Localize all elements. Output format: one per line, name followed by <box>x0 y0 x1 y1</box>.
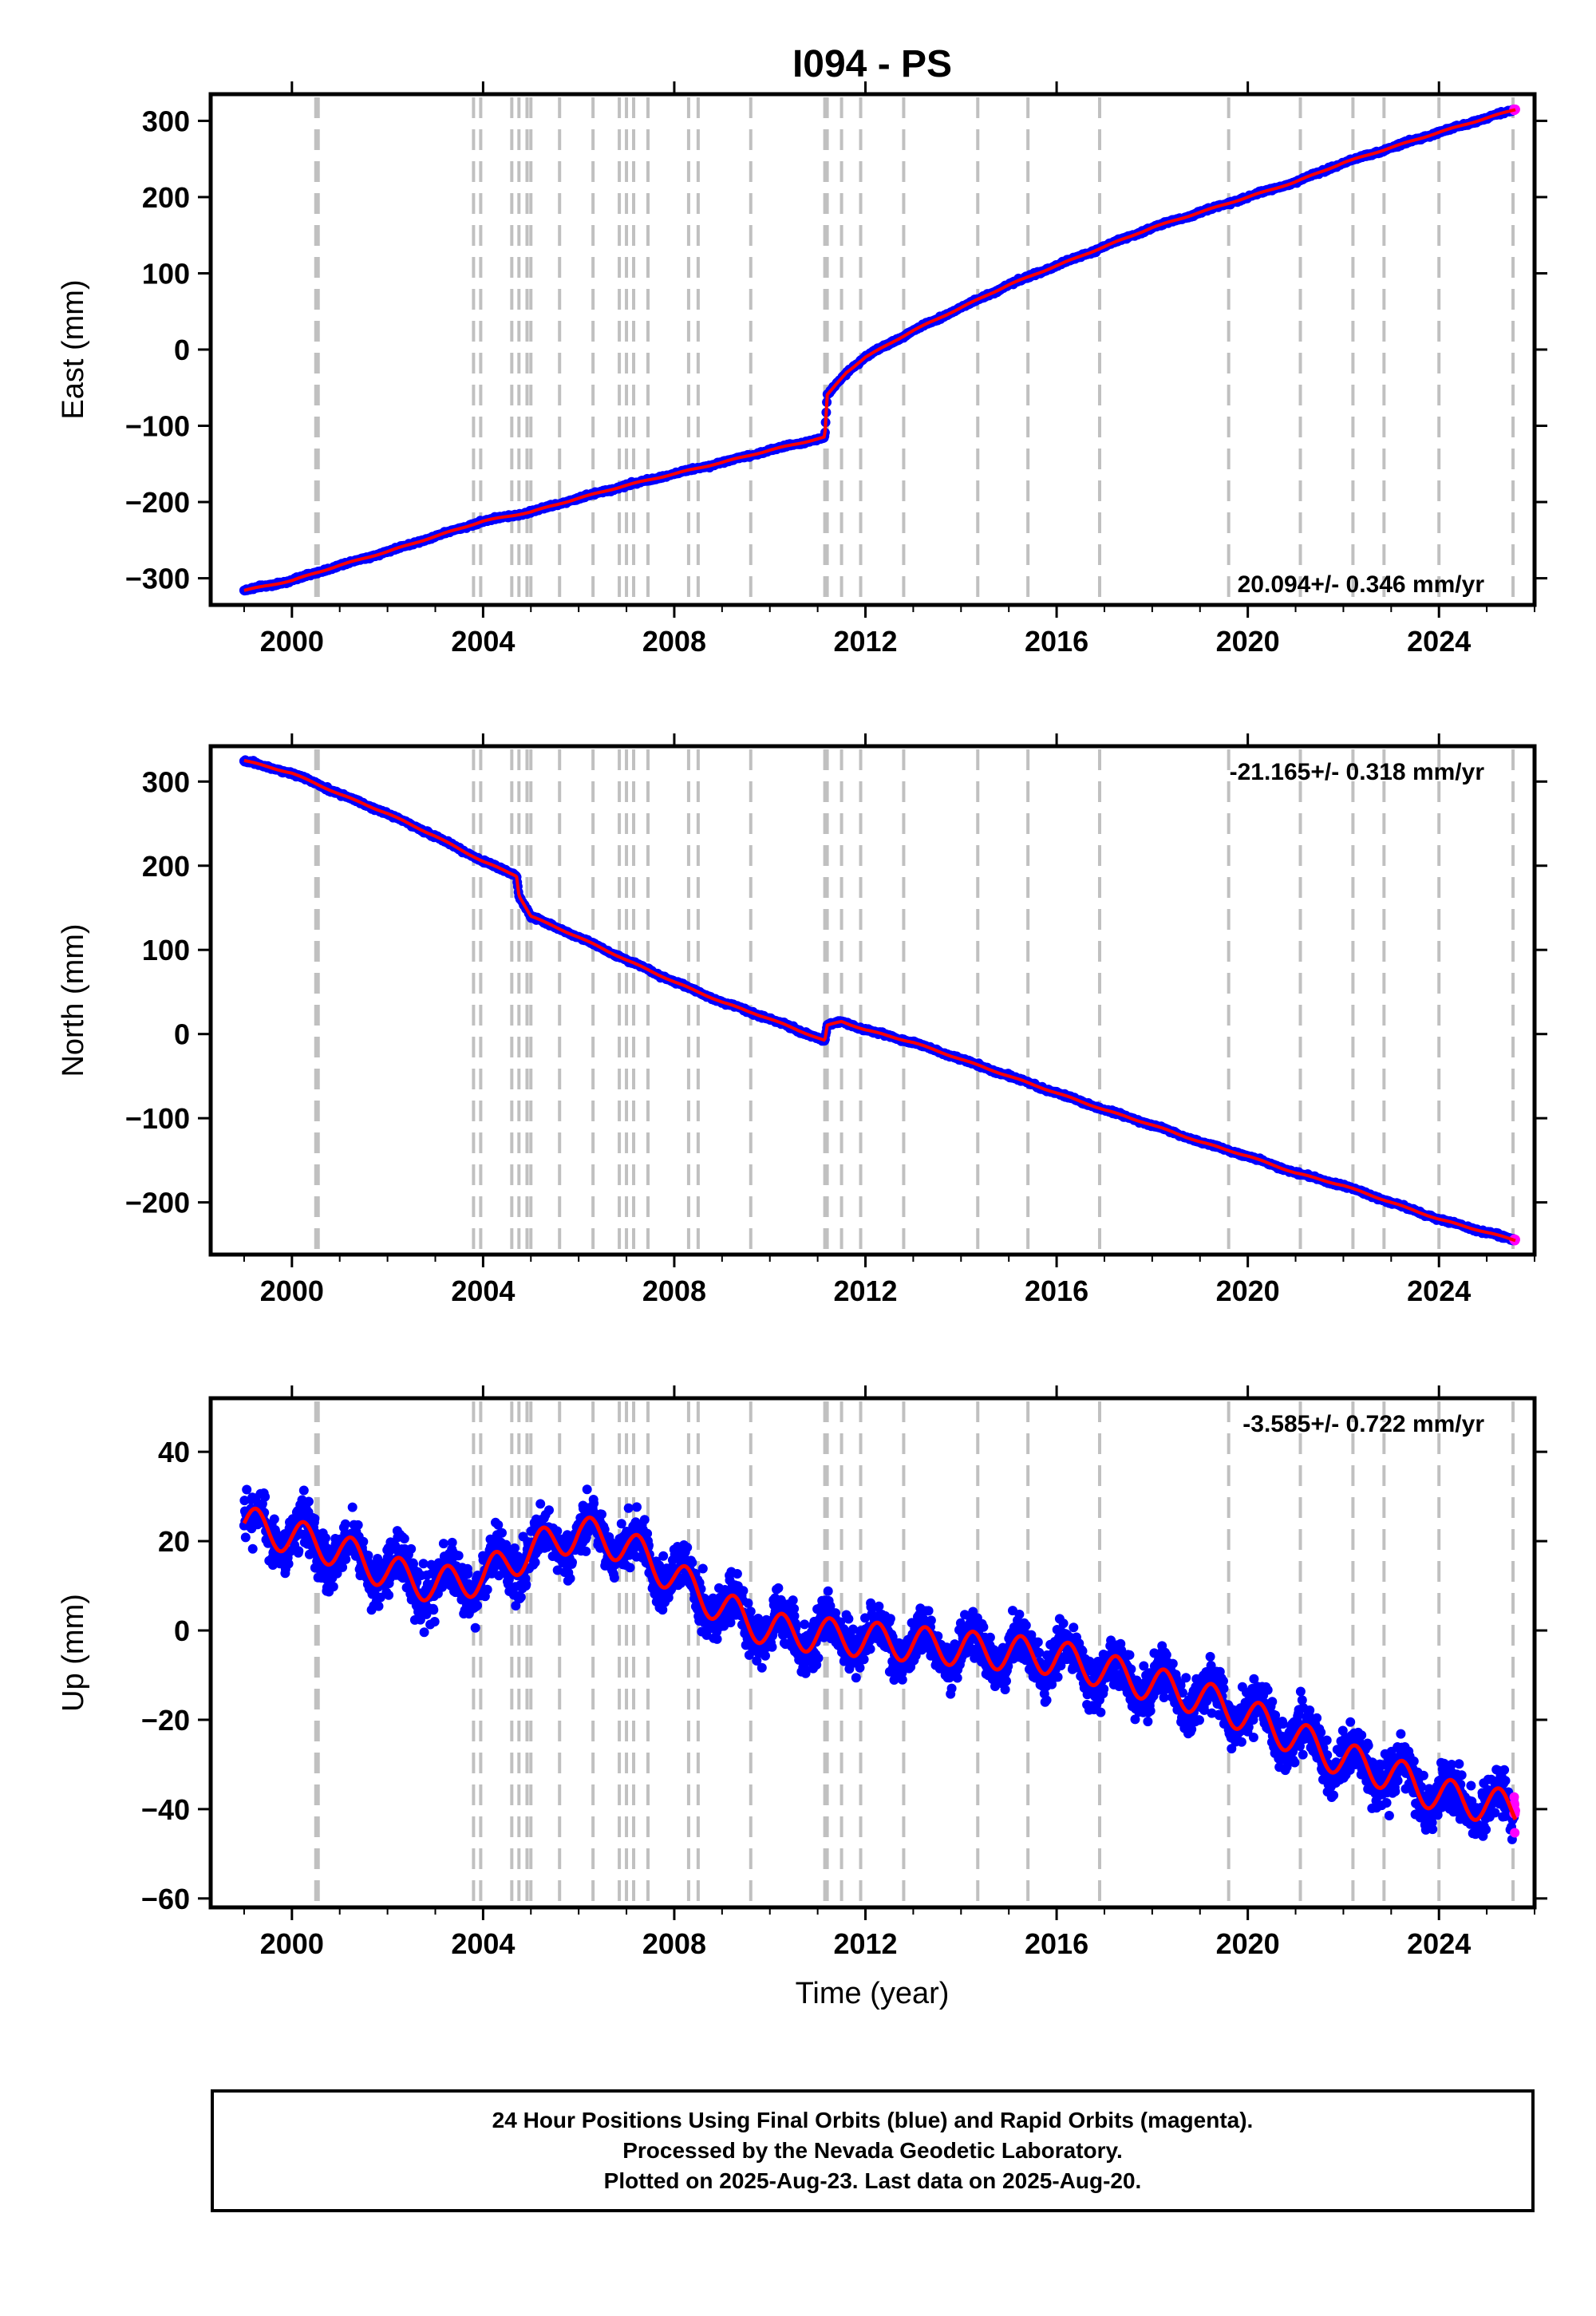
y-tick-label: 300 <box>142 765 190 798</box>
y-tick-label: 200 <box>142 850 190 883</box>
rate-label: 20.094+/- 0.346 mm/yr <box>1238 571 1485 598</box>
east-panel: 2000 2004 2008 2012 2016 2020 2024−300−200−100… <box>57 81 1547 658</box>
y-tick-label: 200 <box>142 181 190 214</box>
y-axis-label: East (mm) <box>57 279 90 419</box>
y-tick-label: −100 <box>125 410 190 443</box>
y-tick-label: 0 <box>174 1614 190 1647</box>
model-line <box>242 1506 1518 1822</box>
rapid-point <box>1510 1828 1520 1838</box>
x-tick-label: 2000 <box>260 1275 324 1307</box>
y-tick-label: 40 <box>158 1436 190 1468</box>
y-tick-label: −300 <box>125 563 190 595</box>
up-panel: 2000 2004 2008 2012 2016 2020 2024 40 20 0 −20 −40 −… <box>57 1385 1547 1960</box>
y-tick-label: 100 <box>142 934 190 966</box>
x-tick-label: 2004 <box>451 625 515 658</box>
x-tick-label: 2008 <box>642 625 706 658</box>
x-tick-label: 2016 <box>1025 1275 1088 1307</box>
x-axis-label: Time (year) <box>796 1977 950 2010</box>
x-tick-label: 2024 <box>1407 1275 1471 1307</box>
x-tick-label: 2000 <box>260 625 324 658</box>
y-tick-label: −60 <box>141 1883 190 1915</box>
step-markers <box>314 1401 1515 1904</box>
x-tick-label: 2024 <box>1407 1927 1471 1960</box>
figure-title: I094 - PS <box>792 43 952 85</box>
model-group <box>243 108 1516 592</box>
y-tick-label: 20 <box>158 1525 190 1558</box>
y-tick-label: −200 <box>125 1187 190 1219</box>
x-tick-label: 2024 <box>1407 625 1471 658</box>
caption-line-3: Plotted on 2025-Aug-23. Last data on 202… <box>603 2168 1142 2193</box>
rate-label: -21.165+/- 0.318 mm/yr <box>1230 759 1485 785</box>
caption-box: 24 Hour Positions Using Final Orbits (bl… <box>211 2089 1535 2212</box>
x-tick-label: 2016 <box>1025 1927 1088 1960</box>
x-tick-label: 2012 <box>833 1927 897 1960</box>
final-point-cloud <box>239 755 1519 1246</box>
final-points <box>239 755 1519 1246</box>
x-tick-label: 2020 <box>1216 1275 1280 1307</box>
plot-frame <box>208 1396 1537 1910</box>
north-panel: 2000 2004 2008 2012 2016 2020 2024 −200 −100 0 100… <box>57 733 1547 1307</box>
plot-frame <box>208 744 1537 1257</box>
model-group <box>242 1506 1518 1822</box>
y-tick-label: −100 <box>125 1102 190 1135</box>
x-tick-label: 2000 <box>260 1927 324 1960</box>
model-line <box>243 758 1516 1243</box>
step-markers <box>314 749 1515 1251</box>
final-points <box>239 1484 1519 1844</box>
model-line <box>243 108 1516 592</box>
model-group <box>243 758 1516 1243</box>
y-axis-label: North (mm) <box>57 923 90 1077</box>
y-tick-label: 300 <box>142 105 190 137</box>
x-tick-label: 2008 <box>642 1275 706 1307</box>
caption-line-2: Processed by the Nevada Geodetic Laborat… <box>622 2138 1123 2163</box>
x-tick-label: 2004 <box>451 1927 515 1960</box>
x-tick-label: 2020 <box>1216 1927 1280 1960</box>
y-tick-label: −40 <box>141 1793 190 1826</box>
y-tick-label: −200 <box>125 486 190 519</box>
y-tick-label: −20 <box>141 1704 190 1737</box>
y-axis-label: Up (mm) <box>57 1594 90 1712</box>
final-point-cloud <box>239 1484 1519 1844</box>
x-tick-label: 2016 <box>1025 625 1088 658</box>
x-tick-label: 2012 <box>833 625 897 658</box>
y-tick-label: 0 <box>174 334 190 366</box>
y-tick-label: 0 <box>174 1018 190 1051</box>
y-tick-label: 100 <box>142 257 190 290</box>
rate-label: -3.585+/- 0.722 mm/yr <box>1242 1411 1484 1437</box>
x-tick-label: 2012 <box>833 1275 897 1307</box>
caption-line-1: 24 Hour Positions Using Final Orbits (bl… <box>492 2108 1254 2132</box>
x-tick-label: 2008 <box>642 1927 706 1960</box>
x-tick-label: 2020 <box>1216 625 1280 658</box>
x-tick-label: 2004 <box>451 1275 515 1307</box>
